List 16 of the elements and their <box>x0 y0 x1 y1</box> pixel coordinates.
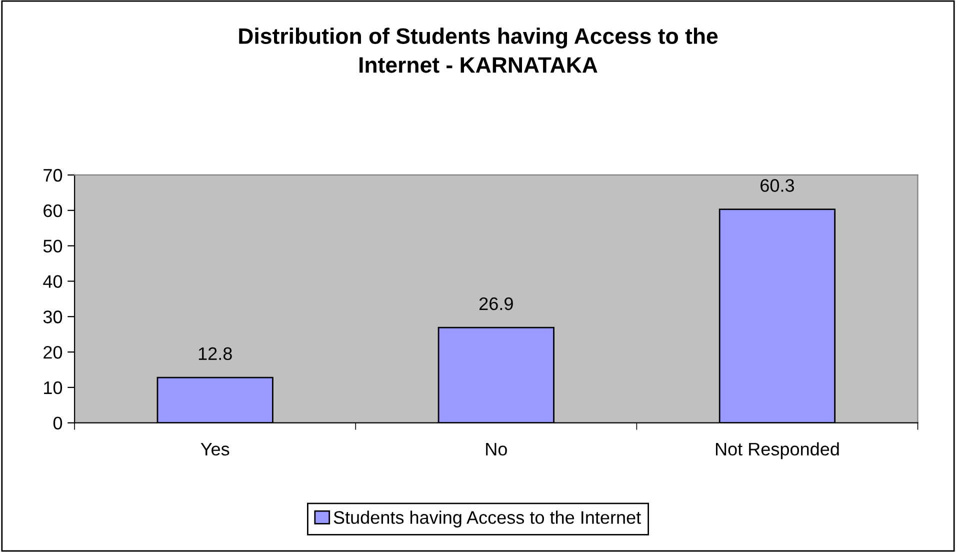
legend-label: Students having Access to the Internet <box>334 510 641 528</box>
chart-title: Distribution of Students having Access to the Internet - KARNATAKA <box>239 28 718 73</box>
data-label: 26.9 <box>480 297 513 310</box>
y-tick-label: 60 <box>44 204 62 218</box>
data-label: 60.3 <box>760 179 794 192</box>
y-tick-label: 30 <box>43 310 62 324</box>
y-tick-label: 20 <box>44 346 62 359</box>
x-tick-label: Yes <box>200 442 230 456</box>
x-tick-label: Not Responded <box>716 442 839 460</box>
y-tick-label: 10 <box>44 381 62 394</box>
y-tick-label: 40 <box>43 275 62 288</box>
y-tick-label: 0 <box>53 416 62 430</box>
x-tick-label: No <box>486 442 507 456</box>
data-label: 12.8 <box>198 347 232 360</box>
y-tick-label: 70 <box>44 168 62 182</box>
y-tick-label: 50 <box>43 240 62 253</box>
